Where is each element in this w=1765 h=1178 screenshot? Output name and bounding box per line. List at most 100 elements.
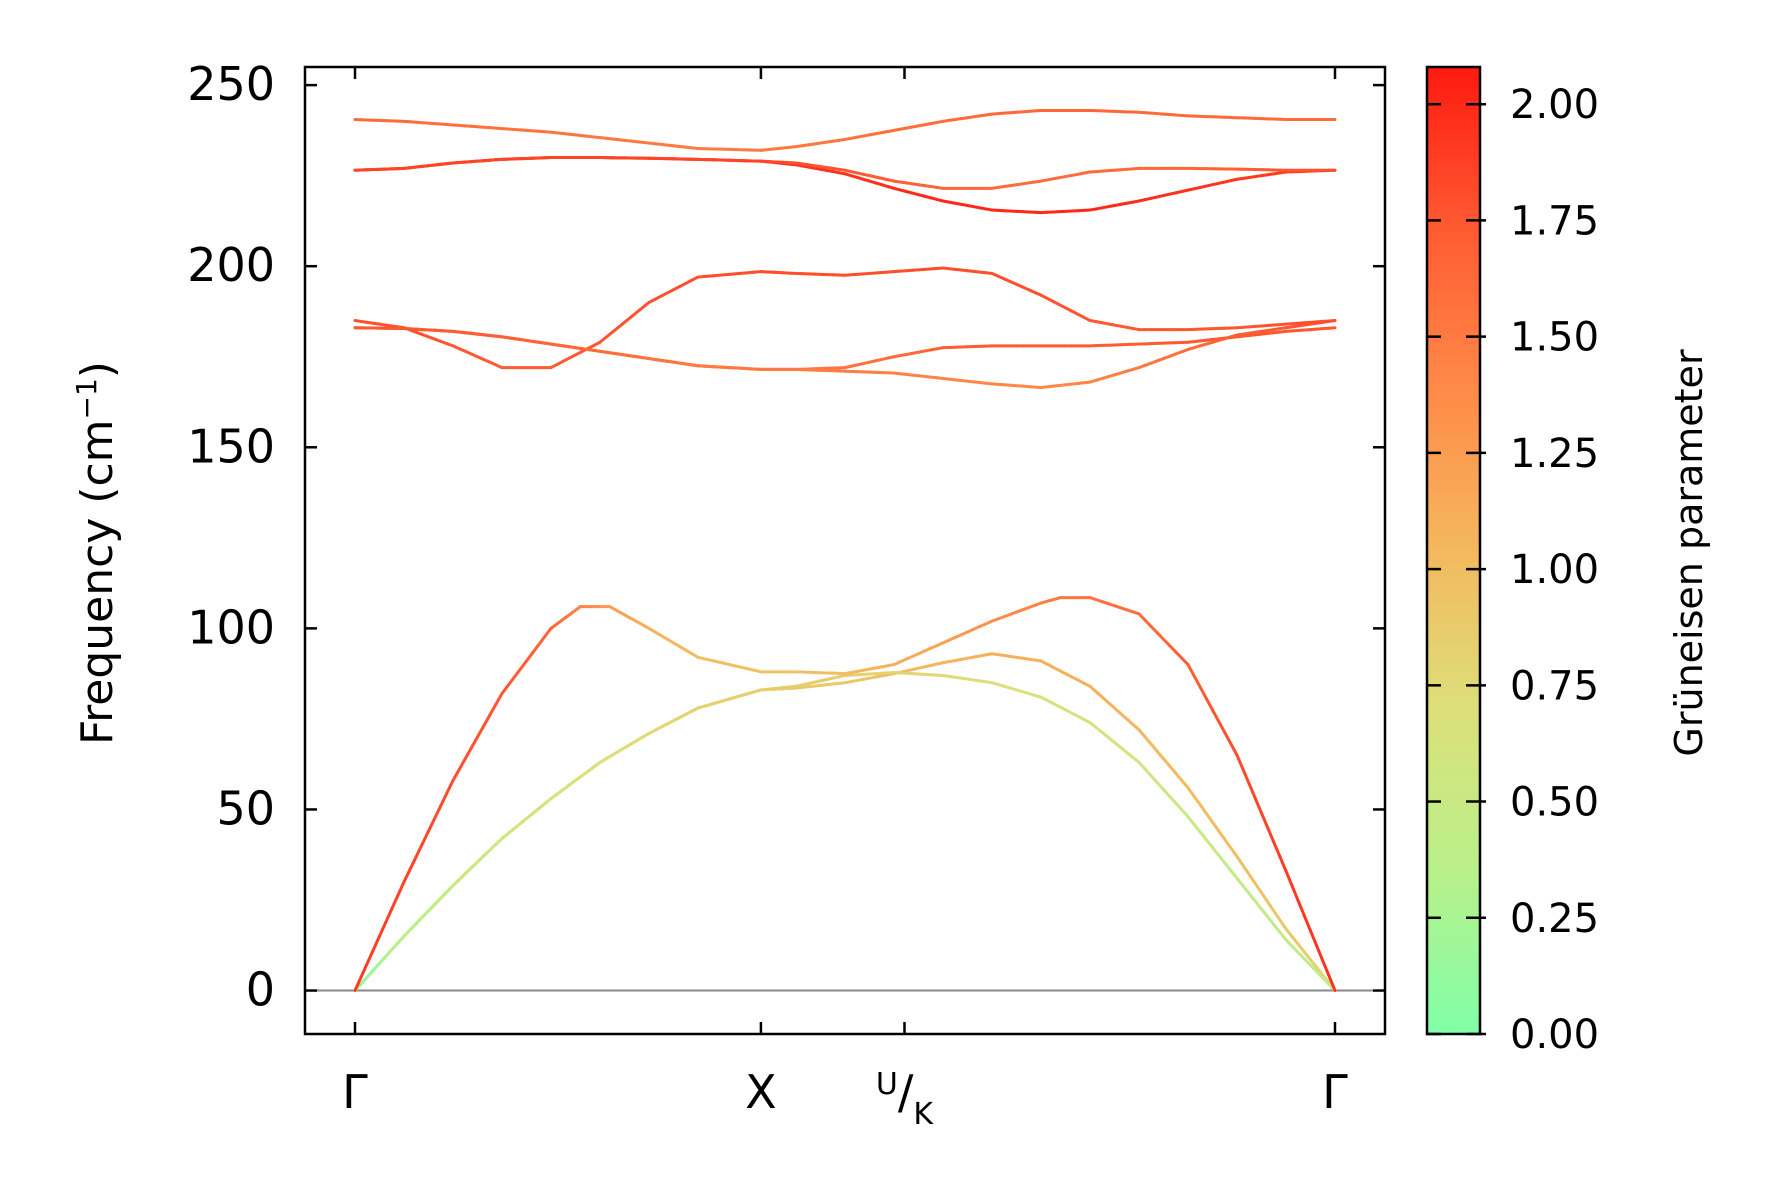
band-segment xyxy=(1327,319,1337,323)
band-segment xyxy=(1229,869,1239,880)
band-segment xyxy=(463,746,473,761)
band-segment xyxy=(506,675,516,687)
band-segment xyxy=(1241,864,1251,877)
band-segment xyxy=(1327,974,1337,993)
band-segment xyxy=(1180,808,1190,819)
band-segment xyxy=(1180,778,1190,790)
band-segment xyxy=(1247,892,1257,903)
band-segment xyxy=(1309,958,1319,969)
band-segment xyxy=(1247,782,1257,801)
band-segment xyxy=(1229,742,1239,757)
band-segment xyxy=(1272,909,1282,922)
x-tick-label-slash: / xyxy=(898,1065,914,1119)
colorbar-label: Grüneisen parameter xyxy=(1667,349,1711,757)
band-segment xyxy=(1278,855,1288,873)
band-segment xyxy=(378,921,388,938)
y-axis-label-sup: −1 xyxy=(70,378,103,419)
band-5 xyxy=(353,266,1337,370)
colorbar-tick-label: 0.00 xyxy=(1510,1012,1599,1058)
band-segment xyxy=(365,968,375,979)
band-3 xyxy=(353,596,1337,993)
colorbar-tick-label: 1.25 xyxy=(1510,431,1599,477)
band-segment xyxy=(1296,899,1306,918)
band-9 xyxy=(353,108,1337,152)
colorbar-tick-label: 0.50 xyxy=(1510,780,1599,826)
band-segment xyxy=(1168,794,1178,805)
band-segment xyxy=(494,692,504,706)
y-tick-label: 0 xyxy=(246,963,275,1017)
band-segment xyxy=(420,829,430,846)
band-segment xyxy=(1309,929,1319,948)
band-segment xyxy=(1284,927,1294,939)
band-segment xyxy=(365,948,375,965)
y-axis-label-close: ) xyxy=(72,361,123,378)
band-segment xyxy=(1272,922,1282,934)
band-segment xyxy=(1149,742,1159,754)
band-segment xyxy=(1204,697,1214,712)
band-segment xyxy=(1223,861,1233,873)
band-segment xyxy=(1149,774,1159,785)
band-segment xyxy=(518,659,528,671)
band-segment xyxy=(1229,846,1239,859)
colorbar-tick-label: 1.00 xyxy=(1510,547,1599,593)
band-segment xyxy=(525,651,535,663)
band-segment xyxy=(1272,840,1282,859)
band-segment xyxy=(1253,882,1263,895)
band-segment xyxy=(1241,884,1251,896)
band-segment xyxy=(1315,965,1325,977)
colorbar: 0.00 0.25 0.50 0.75 1.00 1.25 1.50 1.75 2.00 Grü… xyxy=(1425,65,1711,1058)
plot-frame xyxy=(303,65,1387,1036)
band-segment xyxy=(1235,876,1245,888)
band-segment xyxy=(469,735,479,750)
band-segment xyxy=(1198,685,1208,701)
x-tick-label: U/K xyxy=(876,1065,934,1132)
band-segment xyxy=(451,768,461,782)
band-segment xyxy=(384,907,394,925)
band-segment xyxy=(1253,899,1263,911)
band-segment xyxy=(359,975,369,986)
band-segment xyxy=(1260,811,1270,830)
band-segment xyxy=(1266,900,1276,913)
band-segment xyxy=(408,855,418,871)
band-segment xyxy=(396,934,406,945)
band-segment xyxy=(433,804,443,821)
colorbar-tick-label: 2.00 xyxy=(1510,82,1599,128)
y-tick-label: 150 xyxy=(187,419,275,473)
band-segment xyxy=(1155,781,1165,792)
x-tick-label-sub: K xyxy=(913,1097,934,1132)
band-7 xyxy=(353,156,1337,215)
y-tick-label: 50 xyxy=(216,781,275,835)
band-segment xyxy=(1204,812,1214,824)
band-segment xyxy=(1174,801,1184,812)
band-segment xyxy=(1186,663,1196,678)
band-segment xyxy=(1315,944,1325,963)
band-segment xyxy=(371,934,381,952)
band-segment xyxy=(1284,869,1294,888)
band-segment xyxy=(439,791,449,808)
band-segment xyxy=(1186,786,1196,798)
y-axis-label-text: Frequency (cm xyxy=(72,419,123,745)
band-segment xyxy=(1162,788,1172,798)
band-segment xyxy=(1296,942,1306,954)
colorbar-ticks: 0.00 0.25 0.50 0.75 1.00 1.25 1.50 1.75 2.00 xyxy=(1427,82,1599,1058)
band-6 xyxy=(353,319,1337,390)
band-segment xyxy=(1290,935,1300,946)
band-segment xyxy=(1235,855,1245,868)
band-segment xyxy=(537,635,547,647)
band-segment xyxy=(1302,914,1312,933)
y-ticks: 0 50 100 150 200 250 xyxy=(187,57,1385,1017)
band-segment xyxy=(445,778,455,795)
band-segment xyxy=(1278,918,1288,931)
band-segment xyxy=(1260,891,1270,904)
band-segment xyxy=(1186,815,1196,826)
x-ticks: Γ X U/K Γ xyxy=(342,67,1348,1132)
band-segment xyxy=(1198,803,1208,816)
band-segment xyxy=(1217,853,1227,865)
band-segment xyxy=(359,961,369,979)
band-segment xyxy=(427,817,437,833)
colorbar-tick-label: 0.25 xyxy=(1510,896,1599,942)
band-segment xyxy=(1211,708,1221,723)
band-1 xyxy=(353,652,1337,993)
colorbar-gradient xyxy=(1425,65,1482,1036)
band-segment xyxy=(1192,794,1202,807)
